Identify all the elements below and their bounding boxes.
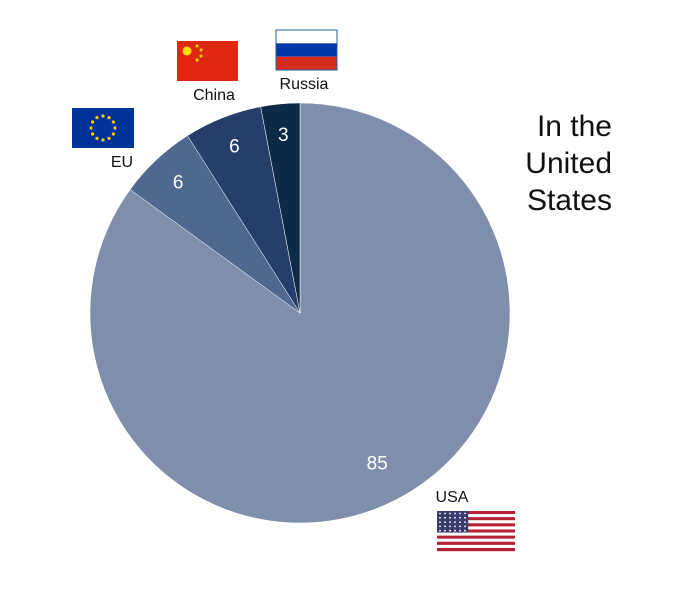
flag-star bbox=[95, 116, 99, 120]
flag-star bbox=[182, 46, 192, 56]
flag-stripe bbox=[437, 529, 515, 533]
flag-field bbox=[72, 108, 134, 148]
flag-star bbox=[454, 516, 456, 519]
value-label: 6 bbox=[229, 137, 240, 158]
flag-star bbox=[454, 529, 456, 532]
flag-stripe bbox=[437, 523, 515, 527]
flag-star bbox=[111, 120, 115, 124]
flag-star bbox=[464, 521, 466, 523]
flag-star bbox=[91, 132, 95, 136]
flag-star bbox=[459, 525, 461, 528]
flag-star bbox=[449, 516, 451, 519]
flag-star bbox=[439, 521, 441, 523]
flag-canton bbox=[437, 511, 469, 533]
category-label: USA bbox=[436, 489, 469, 506]
flag-star bbox=[464, 512, 466, 515]
flag-stripe bbox=[276, 56, 337, 70]
flag-star bbox=[459, 516, 461, 519]
flag-star bbox=[101, 114, 105, 118]
flag-star bbox=[449, 521, 451, 523]
value-label: 85 bbox=[367, 453, 388, 474]
flag-star bbox=[113, 126, 117, 130]
category-label: Russia bbox=[280, 76, 329, 93]
flag-star bbox=[101, 138, 105, 142]
flag-stripe bbox=[437, 532, 515, 536]
flag bbox=[437, 511, 515, 552]
pie-slice bbox=[260, 102, 301, 314]
flag-star bbox=[454, 521, 456, 523]
flag-stripe bbox=[437, 526, 515, 530]
flag-star bbox=[454, 512, 456, 515]
flag-star bbox=[195, 44, 199, 48]
flag-stripe bbox=[437, 535, 515, 539]
flag-stripe bbox=[276, 30, 337, 44]
flag-stripe bbox=[437, 538, 515, 542]
flag-star bbox=[439, 516, 441, 519]
category-label: China bbox=[193, 87, 235, 104]
flag-star bbox=[449, 525, 451, 528]
flag-stripe bbox=[437, 517, 515, 521]
flag-star bbox=[195, 58, 199, 62]
flag-star bbox=[444, 525, 446, 528]
flag-star bbox=[459, 529, 461, 532]
flag bbox=[72, 108, 134, 148]
flag-stripe bbox=[437, 544, 515, 549]
flag-stripe bbox=[437, 514, 515, 518]
flag-star bbox=[459, 521, 461, 523]
flag-star bbox=[449, 512, 451, 515]
flag-star bbox=[89, 126, 93, 130]
chart-title: In the United States bbox=[525, 110, 612, 217]
flag-star bbox=[107, 116, 111, 120]
flag-star bbox=[449, 529, 451, 532]
flag-star bbox=[199, 54, 203, 58]
flag-star bbox=[91, 120, 95, 124]
flag-stripe bbox=[437, 547, 515, 552]
flag-star bbox=[444, 516, 446, 519]
flag-star bbox=[95, 136, 99, 140]
value-label: 6 bbox=[173, 172, 184, 193]
flag bbox=[177, 41, 238, 81]
flag-star bbox=[464, 525, 466, 528]
category-label: EU bbox=[111, 154, 133, 171]
flag-border bbox=[275, 29, 338, 71]
flag-star bbox=[454, 525, 456, 528]
flag-star bbox=[444, 529, 446, 532]
value-label: 3 bbox=[278, 125, 289, 146]
flag-star bbox=[444, 512, 446, 515]
flag-star bbox=[439, 529, 441, 532]
flag-star bbox=[199, 48, 203, 52]
flag-star bbox=[459, 512, 461, 515]
flag-star bbox=[464, 516, 466, 519]
flag bbox=[275, 29, 338, 71]
flag-stripe bbox=[437, 511, 515, 515]
flag-star bbox=[439, 525, 441, 528]
flag-star bbox=[111, 132, 115, 136]
flag-star bbox=[107, 136, 111, 140]
flag-stripe bbox=[276, 43, 337, 57]
flag-stripe bbox=[437, 541, 515, 546]
flag-star bbox=[464, 529, 466, 532]
flag-star bbox=[439, 512, 441, 515]
flag-star bbox=[444, 521, 446, 523]
flag-stripe bbox=[437, 520, 515, 524]
